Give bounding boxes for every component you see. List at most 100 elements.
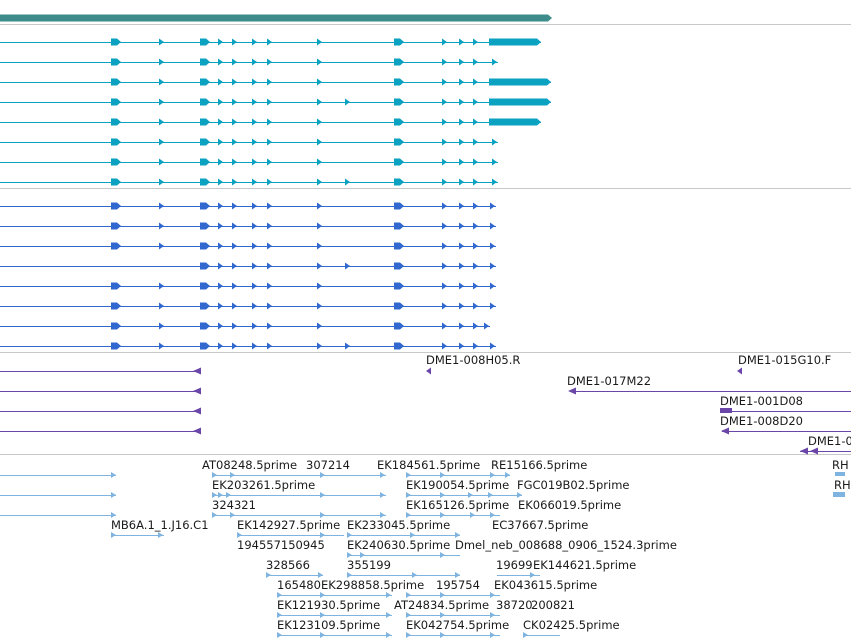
est-label[interactable]: EK233045.5prime bbox=[347, 518, 450, 532]
exon-arrow[interactable] bbox=[159, 322, 164, 330]
est-label[interactable]: EK144621.5prime bbox=[533, 558, 636, 572]
exon-arrow[interactable] bbox=[252, 262, 257, 270]
exon-arrow[interactable] bbox=[459, 222, 464, 230]
exon-arrow[interactable] bbox=[490, 512, 495, 518]
exon-block[interactable] bbox=[200, 222, 210, 230]
exon-arrow[interactable] bbox=[252, 118, 257, 126]
exon-arrow[interactable] bbox=[277, 632, 282, 638]
est-label[interactable]: 19699 bbox=[496, 558, 533, 572]
exon-arrow[interactable] bbox=[232, 222, 237, 230]
exon-block[interactable] bbox=[111, 282, 121, 290]
est-label[interactable]: MB6A.1_1.J16.C1 bbox=[111, 518, 209, 532]
exon-arrow[interactable] bbox=[159, 38, 164, 46]
exon-arrow[interactable] bbox=[345, 342, 350, 350]
exon-arrow[interactable] bbox=[810, 447, 818, 455]
exon-arrow[interactable] bbox=[455, 532, 460, 538]
exon-arrow[interactable] bbox=[320, 492, 325, 498]
exon-block[interactable] bbox=[111, 178, 121, 186]
exon-arrow[interactable] bbox=[232, 98, 237, 106]
exon-arrow[interactable] bbox=[505, 472, 510, 478]
exon-arrow[interactable] bbox=[440, 632, 445, 638]
exon-arrow[interactable] bbox=[459, 118, 464, 126]
exon-arrow[interactable] bbox=[232, 178, 237, 186]
exon-arrow[interactable] bbox=[159, 302, 164, 310]
exon-arrow[interactable] bbox=[484, 322, 489, 330]
exon-arrow[interactable] bbox=[159, 58, 164, 66]
exon-block[interactable] bbox=[200, 158, 210, 166]
exon-arrow[interactable] bbox=[111, 492, 116, 498]
exon-arrow[interactable] bbox=[317, 322, 322, 330]
est-label[interactable]: EK121930.5prime bbox=[277, 598, 380, 612]
exon-arrow[interactable] bbox=[442, 58, 447, 66]
exon-arrow[interactable] bbox=[440, 592, 445, 598]
exon-block[interactable] bbox=[111, 302, 121, 310]
exon-arrow[interactable] bbox=[459, 262, 464, 270]
exon-block[interactable] bbox=[111, 78, 121, 86]
exon-block[interactable] bbox=[394, 178, 404, 186]
exon-arrow[interactable] bbox=[568, 387, 576, 395]
exon-block[interactable] bbox=[200, 342, 210, 350]
exon-arrow[interactable] bbox=[232, 202, 237, 210]
exon-arrow[interactable] bbox=[800, 447, 808, 455]
exon-arrow[interactable] bbox=[380, 472, 385, 478]
exon-arrow[interactable] bbox=[473, 342, 478, 350]
exon-arrow[interactable] bbox=[232, 138, 237, 146]
exon-arrow[interactable] bbox=[459, 302, 464, 310]
exon-arrow[interactable] bbox=[317, 242, 322, 250]
clone-label[interactable]: DME1-017M22 bbox=[567, 374, 651, 388]
est-label[interactable]: RH bbox=[834, 478, 851, 492]
exon-arrow[interactable] bbox=[459, 282, 464, 290]
exon-block[interactable] bbox=[200, 242, 210, 250]
exon-block[interactable] bbox=[200, 98, 210, 106]
exon-arrow[interactable] bbox=[442, 118, 447, 126]
exon-arrow[interactable] bbox=[410, 532, 415, 538]
exon-arrow[interactable] bbox=[317, 302, 322, 310]
exon-arrow[interactable] bbox=[159, 98, 164, 106]
gene-span-track[interactable] bbox=[0, 14, 552, 22]
exon-arrow[interactable] bbox=[218, 242, 223, 250]
exon-arrow[interactable] bbox=[252, 222, 257, 230]
exon-arrow[interactable] bbox=[442, 98, 447, 106]
exon-arrow[interactable] bbox=[320, 532, 325, 538]
exon-arrow[interactable] bbox=[267, 322, 272, 330]
exon-arrow[interactable] bbox=[320, 512, 325, 518]
exon-arrow[interactable] bbox=[473, 78, 478, 86]
exon-block[interactable] bbox=[394, 202, 404, 210]
exon-arrow[interactable] bbox=[317, 98, 322, 106]
exon-arrow[interactable] bbox=[473, 222, 478, 230]
exon-arrow[interactable] bbox=[230, 512, 235, 518]
exon-arrow[interactable] bbox=[267, 302, 272, 310]
est-label[interactable]: 165480 bbox=[277, 578, 321, 592]
exon-arrow[interactable] bbox=[406, 472, 411, 478]
exon-arrow[interactable] bbox=[470, 512, 475, 518]
exon-arrow[interactable] bbox=[267, 242, 272, 250]
exon-block[interactable] bbox=[394, 38, 404, 46]
exon-block[interactable] bbox=[394, 58, 404, 66]
est-label[interactable]: 307214 bbox=[306, 458, 350, 472]
exon-arrow[interactable] bbox=[412, 572, 417, 578]
exon-block[interactable] bbox=[394, 342, 404, 350]
exon-block[interactable] bbox=[111, 202, 121, 210]
exon-arrow[interactable] bbox=[492, 158, 497, 166]
exon-arrow[interactable] bbox=[252, 282, 257, 290]
exon-arrow[interactable] bbox=[218, 178, 223, 186]
exon-arrow[interactable] bbox=[317, 38, 322, 46]
exon-arrow[interactable] bbox=[267, 178, 272, 186]
exon-arrow[interactable] bbox=[111, 472, 116, 478]
exon-arrow[interactable] bbox=[317, 78, 322, 86]
exon-arrow[interactable] bbox=[473, 262, 478, 270]
exon-block[interactable] bbox=[200, 118, 210, 126]
est-label[interactable]: 195754 bbox=[436, 578, 480, 592]
exon-arrow[interactable] bbox=[193, 427, 201, 435]
exon-block[interactable] bbox=[200, 38, 210, 46]
est-label[interactable]: RE15166.5prime bbox=[491, 458, 587, 472]
exon-arrow[interactable] bbox=[267, 222, 272, 230]
exon-arrow[interactable] bbox=[267, 262, 272, 270]
exon-arrow[interactable] bbox=[426, 367, 431, 375]
est-label[interactable]: 328566 bbox=[266, 558, 310, 572]
exon-arrow[interactable] bbox=[459, 138, 464, 146]
exon-arrow[interactable] bbox=[277, 612, 282, 618]
exon-arrow[interactable] bbox=[492, 138, 497, 146]
est-block[interactable] bbox=[833, 492, 845, 497]
exon-arrow[interactable] bbox=[252, 202, 257, 210]
